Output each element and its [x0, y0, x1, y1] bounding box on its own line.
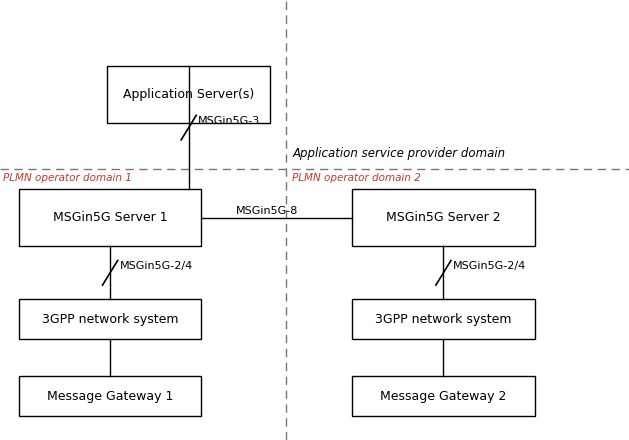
FancyBboxPatch shape [352, 189, 535, 246]
Text: MSGin5G-8: MSGin5G-8 [236, 206, 298, 216]
FancyBboxPatch shape [352, 299, 535, 339]
Text: PLMN operator domain 1: PLMN operator domain 1 [3, 173, 132, 183]
Text: MSGin5G Server 1: MSGin5G Server 1 [53, 211, 167, 224]
FancyBboxPatch shape [19, 299, 201, 339]
Text: 3GPP network system: 3GPP network system [42, 312, 179, 326]
Text: MSGin5G-3: MSGin5G-3 [198, 116, 260, 126]
Text: PLMN operator domain 2: PLMN operator domain 2 [292, 173, 421, 183]
FancyBboxPatch shape [19, 189, 201, 246]
Text: MSGin5G-2/4: MSGin5G-2/4 [120, 261, 192, 271]
FancyBboxPatch shape [107, 66, 270, 123]
Text: 3GPP network system: 3GPP network system [375, 312, 512, 326]
Text: Message Gateway 2: Message Gateway 2 [381, 389, 506, 403]
FancyBboxPatch shape [352, 376, 535, 416]
Text: Application Server(s): Application Server(s) [123, 88, 254, 101]
Text: Message Gateway 1: Message Gateway 1 [47, 389, 173, 403]
Text: MSGin5G Server 2: MSGin5G Server 2 [386, 211, 501, 224]
Text: MSGin5G-2/4: MSGin5G-2/4 [453, 261, 526, 271]
Text: Application service provider domain: Application service provider domain [292, 147, 506, 161]
FancyBboxPatch shape [19, 376, 201, 416]
